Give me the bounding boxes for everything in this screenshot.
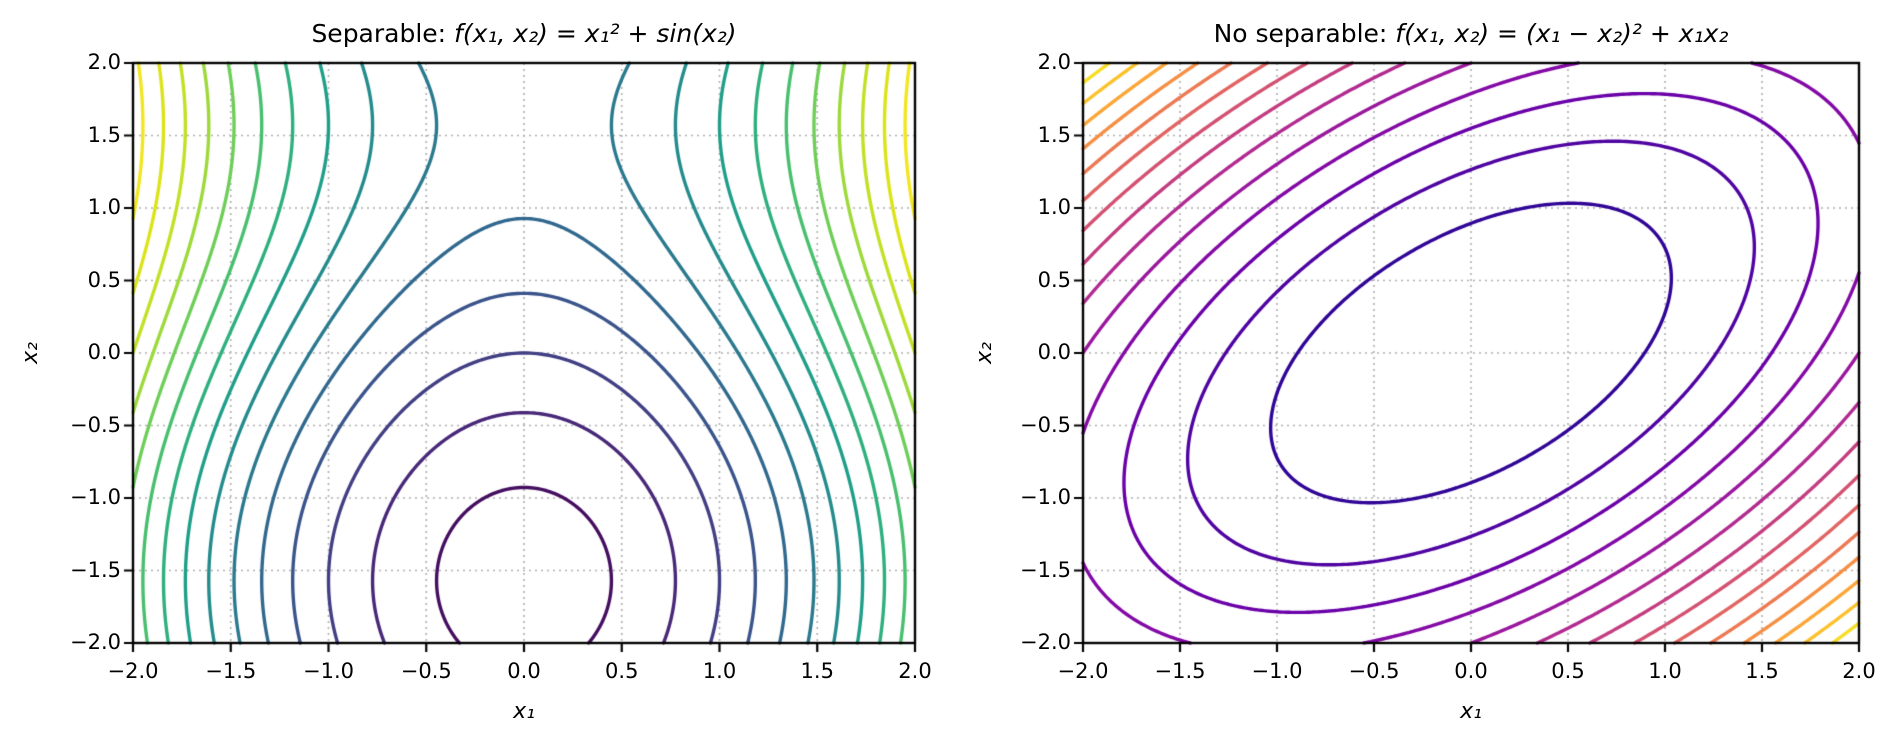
x-tick-label: 1.5 xyxy=(800,659,834,683)
x-tick-label: −1.5 xyxy=(1154,659,1206,683)
y-tick-label: −2.0 xyxy=(1020,630,1071,654)
y-tick-label: 1.5 xyxy=(87,122,121,147)
y-tick-label: 1.0 xyxy=(87,195,121,219)
x-tick-label: 1.0 xyxy=(1648,659,1682,683)
right-plot-title: No separable: f(x₁, x₂) = (x₁ − x₂)² + x… xyxy=(1021,19,1899,48)
right-x-axis-label: x₁ xyxy=(1460,699,1482,724)
x-tick-label: 2.0 xyxy=(898,659,932,683)
y-tick-label: 0.5 xyxy=(87,267,121,292)
y-tick-label: 2.0 xyxy=(87,50,121,74)
x-tick-label: −2.0 xyxy=(1057,659,1109,683)
y-tick-label: −1.0 xyxy=(1020,485,1071,509)
y-tick-label: −0.5 xyxy=(1020,412,1071,437)
x-tick-label: 1.5 xyxy=(1745,659,1779,683)
x-tick-label: 1.0 xyxy=(702,659,737,683)
y-tick-label: −1.5 xyxy=(1020,557,1071,582)
y-tick-label: 0.0 xyxy=(87,340,121,364)
x-tick-label: −1.0 xyxy=(303,659,354,683)
y-tick-label: −1.0 xyxy=(70,485,121,509)
left-plot-title: Separable: f(x₁, x₂) = x₁² + sin(x₂) xyxy=(74,19,974,48)
y-tick-label: 1.0 xyxy=(1037,195,1071,219)
y-tick-label: −1.5 xyxy=(70,557,121,582)
x-tick-label: −2.0 xyxy=(107,659,159,683)
right-plot-title-math: f(x₁, x₂) = (x₁ − x₂)² + x₁x₂ xyxy=(1395,19,1729,48)
x-tick-label: 0.0 xyxy=(1454,659,1488,683)
left-x-axis-label: x₁ xyxy=(513,699,535,724)
x-tick-label: −0.5 xyxy=(400,659,452,683)
y-tick-label: −0.5 xyxy=(70,412,121,437)
right-plot-title-prefix: No separable: xyxy=(1213,19,1396,48)
x-tick-label: 0.0 xyxy=(507,659,541,683)
x-tick-label: 0.5 xyxy=(605,659,639,683)
y-tick-label: 0.0 xyxy=(1037,340,1071,364)
x-tick-label: 0.5 xyxy=(1551,659,1585,683)
x-tick-label: −0.5 xyxy=(1348,659,1400,683)
y-tick-label: −2.0 xyxy=(70,630,121,654)
left-plot-title-math: f(x₁, x₂) = x₁² + sin(x₂) xyxy=(454,19,737,48)
x-tick-label: −1.5 xyxy=(205,659,257,683)
y-tick-label: 0.5 xyxy=(1037,267,1071,292)
x-tick-label: 2.0 xyxy=(1842,659,1876,683)
x-tick-label: −1.0 xyxy=(1251,659,1303,683)
left-plot-title-prefix: Separable: xyxy=(311,19,455,48)
y-tick-label: 1.5 xyxy=(1037,122,1071,147)
y-tick-label: 2.0 xyxy=(1037,50,1071,74)
